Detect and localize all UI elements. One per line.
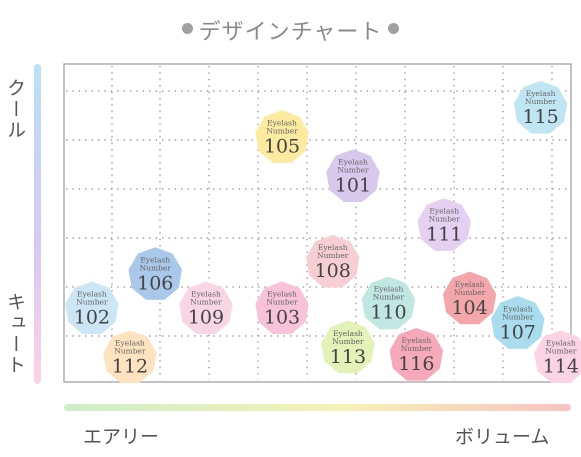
badge-caption-line2: Number xyxy=(429,214,461,223)
badge-number: 101 xyxy=(335,175,371,197)
badge-shape xyxy=(321,320,375,374)
badge-caption-line1: Eyelash xyxy=(191,290,221,299)
badge-number: 113 xyxy=(330,346,366,368)
badge-caption-line1: Eyelash xyxy=(402,336,432,345)
horizontal-gradient-bar xyxy=(64,404,571,411)
badge-number: 116 xyxy=(398,353,434,375)
badge-caption-line1: Eyelash xyxy=(333,329,363,338)
badge-number: 102 xyxy=(74,307,110,329)
title-text: デザインチャート xyxy=(198,20,383,45)
badge-caption-line2: Number xyxy=(190,298,222,307)
badge-caption-line1: Eyelash xyxy=(318,243,348,252)
badge-shape xyxy=(179,281,233,335)
badge-number: 111 xyxy=(426,223,462,245)
badge-shape xyxy=(103,330,157,383)
badge-caption-line1: Eyelash xyxy=(115,339,145,348)
badge-number: 108 xyxy=(315,260,351,282)
badge-caption-line2: Number xyxy=(266,298,298,307)
badge-caption-line2: Number xyxy=(114,347,146,356)
title-dot-right xyxy=(388,22,400,34)
badge-caption-line2: Number xyxy=(373,293,405,302)
badge-shape xyxy=(255,281,309,335)
title-dot-left xyxy=(181,22,193,34)
badge-caption-line2: Number xyxy=(545,347,577,356)
badge-caption-line1: Eyelash xyxy=(429,206,459,215)
badge-caption-line1: Eyelash xyxy=(503,304,533,313)
badge-number: 110 xyxy=(370,302,406,324)
badge-shape xyxy=(389,328,443,381)
badge-caption-line2: Number xyxy=(317,251,349,260)
plot-frame xyxy=(63,63,572,383)
plot-points: EyelashNumber105EyelashNumber115EyelashN… xyxy=(65,81,581,383)
badge-caption-line2: Number xyxy=(140,263,172,272)
badge-shape xyxy=(255,110,309,163)
badge-caption-line2: Number xyxy=(401,344,433,353)
badge-shape xyxy=(361,276,416,330)
badge-caption-line2: Number xyxy=(525,97,557,106)
badge-shape xyxy=(326,149,380,202)
badge-caption-line2: Number xyxy=(76,298,108,307)
badge-shape xyxy=(306,235,360,288)
badge-shape xyxy=(128,247,182,300)
badge-caption-line2: Number xyxy=(337,166,369,175)
badge-number: 114 xyxy=(543,356,579,378)
badge-caption-line1: Eyelash xyxy=(140,255,170,264)
badge-shape xyxy=(417,198,471,251)
badge-number: 104 xyxy=(451,297,487,319)
badge-caption-line1: Eyelash xyxy=(77,290,107,299)
badge-caption-line1: Eyelash xyxy=(526,89,556,98)
badge-caption-line1: Eyelash xyxy=(267,290,297,299)
x-axis-left-label: エアリー xyxy=(83,426,160,448)
badge-caption-line1: Eyelash xyxy=(374,285,404,294)
badge-number: 105 xyxy=(264,135,300,157)
badge-caption-line2: Number xyxy=(502,312,534,321)
y-axis-top-label: クール xyxy=(4,78,26,141)
badge-number: 112 xyxy=(112,356,148,378)
badge-number: 106 xyxy=(137,272,173,294)
badge-caption-line1: Eyelash xyxy=(455,280,485,289)
badge-shape xyxy=(514,81,568,134)
chart-title: デザインチャート xyxy=(0,14,581,46)
badge-caption-line1: Eyelash xyxy=(338,158,368,167)
badge-caption-line1: Eyelash xyxy=(267,118,297,127)
badge-number: 115 xyxy=(522,106,558,128)
badge-caption-line2: Number xyxy=(454,288,486,297)
y-axis-bottom-label: キュート xyxy=(4,292,26,376)
x-axis-right-label: ボリューム xyxy=(455,426,550,448)
badge-number: 107 xyxy=(500,321,536,343)
badge-shape xyxy=(443,271,497,325)
badge-shape xyxy=(491,296,545,349)
badge-shape xyxy=(65,281,119,335)
badge-number: 103 xyxy=(264,307,300,329)
badge-shape xyxy=(534,330,581,383)
badge-caption-line1: Eyelash xyxy=(546,339,576,348)
badge-caption-line2: Number xyxy=(266,126,298,135)
vertical-gradient-bar xyxy=(34,64,41,384)
badge-number: 109 xyxy=(188,307,224,329)
badge-caption-line2: Number xyxy=(332,337,364,346)
